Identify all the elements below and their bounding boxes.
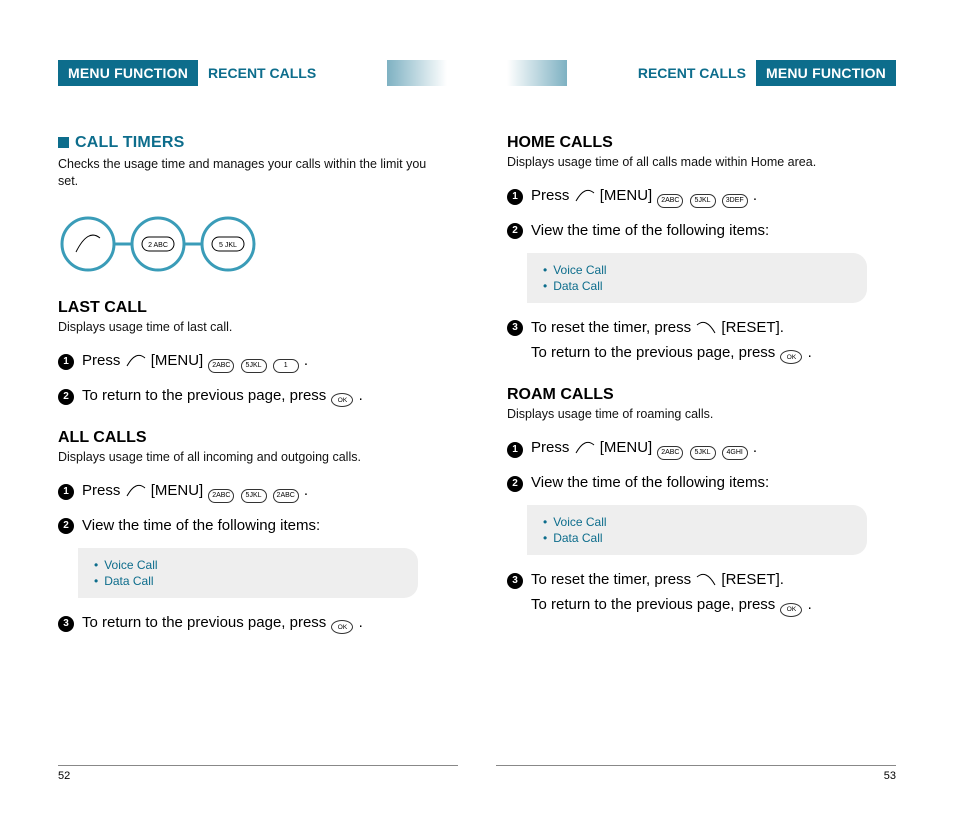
key-1-icon: 1 — [273, 359, 299, 373]
header-crumb: RECENT CALLS — [208, 65, 316, 81]
key-4-icon: 4GHI — [722, 446, 748, 460]
home-calls-items-callout: Voice Call Data Call — [527, 253, 867, 303]
ok-key-icon: OK — [780, 603, 802, 617]
step-1: 1 Press [MENU] 2ABC 5JKL 2ABC . — [58, 480, 447, 503]
header-gradient — [387, 60, 447, 86]
list-item: Data Call — [94, 574, 402, 588]
step-3-line2: To return to the previous page, press OK… — [531, 342, 896, 365]
step-number-icon: 1 — [58, 354, 74, 370]
step-number-icon: 2 — [58, 389, 74, 405]
list-item: Voice Call — [543, 263, 851, 277]
roam-calls-steps: 1 Press [MENU] 2ABC 5JKL 4GHI . 2 View t… — [507, 437, 896, 493]
step-3: 3 To reset the timer, press [RESET]. — [507, 317, 896, 338]
step-2: 2 View the time of the following items: — [507, 472, 896, 493]
header-tab: MENU FUNCTION — [756, 60, 896, 86]
left-softkey-icon — [574, 439, 596, 455]
key-2-icon: 2ABC — [208, 359, 234, 373]
step-2: 2 View the time of the following items: — [58, 515, 447, 536]
page-footer: 52 53 — [58, 765, 896, 782]
page-number-right: 53 — [496, 765, 896, 782]
all-calls-desc: Displays usage time of all incoming and … — [58, 449, 447, 466]
step-number-icon: 2 — [507, 223, 523, 239]
key-3-icon: 3DEF — [722, 194, 748, 208]
step-1: 1 Press [MENU] 2ABC 5JKL 4GHI . — [507, 437, 896, 460]
page-header-left: MENU FUNCTION RECENT CALLS — [58, 60, 447, 86]
step-number-icon: 2 — [58, 518, 74, 534]
ok-key-icon: OK — [331, 393, 353, 407]
all-calls-steps: 1 Press [MENU] 2ABC 5JKL 2ABC . 2 View t… — [58, 480, 447, 536]
left-page: MENU FUNCTION RECENT CALLS CALL TIMERS C… — [58, 60, 447, 824]
roam-calls-desc: Displays usage time of roaming calls. — [507, 406, 896, 423]
key-5-icon: 5JKL — [241, 489, 267, 503]
step-1: 1 Press [MENU] 2ABC 5JKL 1 . — [58, 350, 447, 373]
section-call-timers: CALL TIMERS — [58, 134, 447, 152]
header-tab: MENU FUNCTION — [58, 60, 198, 86]
all-calls-items-callout: Voice Call Data Call — [78, 548, 418, 598]
key-5-icon: 5JKL — [690, 446, 716, 460]
home-calls-desc: Displays usage time of all calls made wi… — [507, 154, 896, 171]
svg-text:5 JKL: 5 JKL — [219, 242, 237, 249]
step-number-icon: 1 — [507, 189, 523, 205]
heading-roam-calls: ROAM CALLS — [507, 386, 896, 404]
key-5-icon: 5JKL — [241, 359, 267, 373]
call-timers-desc: Checks the usage time and manages your c… — [58, 156, 447, 190]
square-bullet-icon — [58, 137, 69, 148]
step-2: 2 To return to the previous page, press … — [58, 385, 447, 408]
key-2-icon: 2ABC — [208, 489, 234, 503]
header-crumb: RECENT CALLS — [638, 65, 746, 81]
step-number-icon: 2 — [507, 476, 523, 492]
step-number-icon: 3 — [507, 573, 523, 589]
left-softkey-icon — [125, 352, 147, 368]
right-softkey-icon — [695, 319, 717, 335]
left-softkey-icon — [125, 482, 147, 498]
right-softkey-icon — [695, 571, 717, 587]
step-1: 1 Press [MENU] 2ABC 5JKL 3DEF . — [507, 185, 896, 208]
heading-home-calls: HOME CALLS — [507, 134, 896, 152]
step-2: 2 View the time of the following items: — [507, 220, 896, 241]
step-3-line2: To return to the previous page, press OK… — [531, 594, 896, 617]
last-call-steps: 1 Press [MENU] 2ABC 5JKL 1 . 2 To return… — [58, 350, 447, 407]
heading-last-call: LAST CALL — [58, 299, 447, 317]
left-softkey-icon — [574, 187, 596, 203]
step-number-icon: 1 — [507, 442, 523, 458]
right-page: RECENT CALLS MENU FUNCTION HOME CALLS Di… — [507, 60, 896, 824]
step-3: 3 To reset the timer, press [RESET]. — [507, 569, 896, 590]
key-2-icon: 2ABC — [273, 489, 299, 503]
list-item: Data Call — [543, 531, 851, 545]
ok-key-icon: OK — [780, 350, 802, 364]
roam-calls-items-callout: Voice Call Data Call — [527, 505, 867, 555]
key-sequence-graphic: 2 ABC 5 JKL — [58, 214, 278, 274]
ok-key-icon: OK — [331, 620, 353, 634]
step-number-icon: 3 — [58, 616, 74, 632]
step-number-icon: 3 — [507, 320, 523, 336]
last-call-desc: Displays usage time of last call. — [58, 319, 447, 336]
key-2-icon: 2ABC — [657, 194, 683, 208]
svg-text:2 ABC: 2 ABC — [148, 242, 168, 249]
list-item: Voice Call — [543, 515, 851, 529]
page-header-right: RECENT CALLS MENU FUNCTION — [507, 60, 896, 86]
key-5-icon: 5JKL — [690, 194, 716, 208]
key-2-icon: 2ABC — [657, 446, 683, 460]
heading-all-calls: ALL CALLS — [58, 429, 447, 447]
header-gradient — [507, 60, 567, 86]
list-item: Data Call — [543, 279, 851, 293]
page-number-left: 52 — [58, 765, 458, 782]
list-item: Voice Call — [94, 558, 402, 572]
step-number-icon: 1 — [58, 484, 74, 500]
home-calls-steps: 1 Press [MENU] 2ABC 5JKL 3DEF . 2 View t… — [507, 185, 896, 241]
step-3: 3 To return to the previous page, press … — [58, 612, 447, 635]
